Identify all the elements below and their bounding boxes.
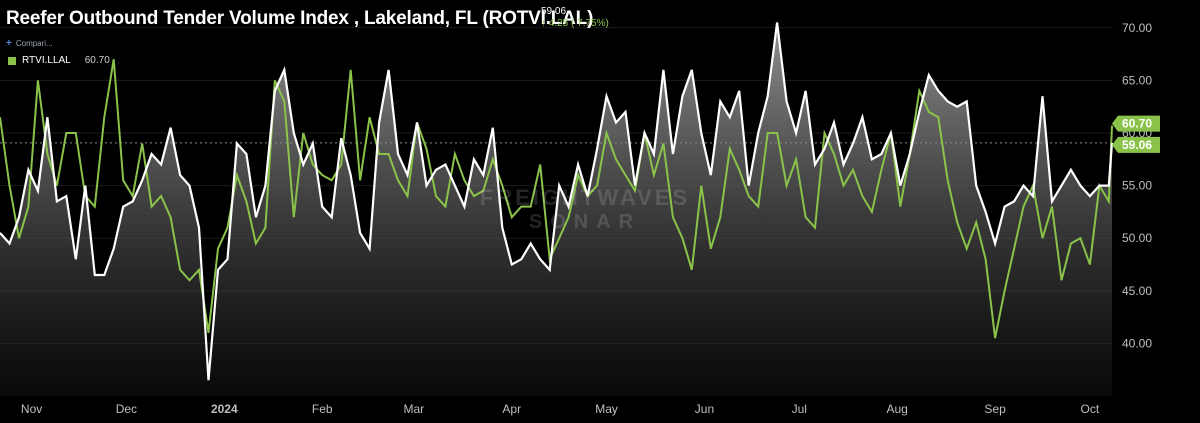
x-tick-label: Dec (116, 402, 137, 416)
tag-secondary-label: 60.70 (1122, 117, 1152, 131)
compare-label: Compari... (15, 39, 53, 48)
x-tick-label: Aug (887, 402, 908, 416)
y-tick-label: 65.00 (1122, 73, 1152, 87)
legend-series-name: RTVI.LLAL (22, 55, 71, 66)
change-text: 4.25 ( 7.75%) (548, 18, 609, 29)
series-line-rotvi-lal (0, 22, 1114, 381)
compare-button[interactable]: + Compari... (6, 38, 53, 49)
series-line-rtvi-llal (0, 59, 1113, 339)
last-value: 59.06 (541, 6, 567, 17)
legend-item[interactable]: RTVI.LLAL 60.70 (8, 55, 110, 66)
y-tick-label: 45.00 (1122, 284, 1152, 298)
watermark-line2: SONAR (528, 211, 642, 233)
tag-primary-label: 59.06 (1122, 138, 1152, 152)
last-value-tags: 60.70 59.06 (1112, 115, 1160, 153)
x-tick-label: Sep (984, 402, 1006, 416)
y-tick-label: 70.00 (1122, 21, 1152, 35)
x-tick-label: May (595, 402, 618, 416)
change-indicator: ↑ 4.25 ( 7.75%) (541, 18, 609, 30)
y-tick-label: 40.00 (1122, 336, 1152, 350)
y-tick-label: 55.00 (1122, 179, 1152, 193)
chart-header: Reefer Outbound Tender Volume Index , La… (6, 8, 593, 30)
plus-icon: + (6, 38, 12, 49)
y-tick-label: 50.00 (1122, 231, 1152, 245)
x-tick-label: Nov (21, 402, 42, 416)
x-tick-label: Apr (502, 402, 521, 416)
tag-secondary-bg (1112, 115, 1160, 132)
x-tick-label: Jun (695, 402, 714, 416)
legend-series-value: 60.70 (84, 55, 110, 66)
x-tick-label: Oct (1081, 402, 1100, 416)
x-tick-label: Mar (404, 402, 425, 416)
x-tick-label: Feb (312, 402, 333, 416)
x-tick-label: Jul (792, 402, 807, 416)
watermark-line1: FREIGHTWAVES (479, 185, 691, 210)
chart-title: Reefer Outbound Tender Volume Index , La… (6, 8, 594, 29)
primary-series-area (0, 22, 1112, 396)
legend-swatch (8, 56, 16, 65)
x-axis: Nov Dec 2024 Feb Mar Apr May Jun Jul Aug Sep Oct (21, 402, 1100, 416)
watermark: FREIGHTWAVES SONAR (455, 186, 715, 234)
tag-primary-bg (1112, 136, 1160, 153)
x-tick-label: 2024 (211, 402, 238, 416)
price-box: 59.06 ↑ 4.25 ( 7.75%) (541, 6, 609, 30)
up-arrow-icon: ↑ (541, 18, 546, 29)
